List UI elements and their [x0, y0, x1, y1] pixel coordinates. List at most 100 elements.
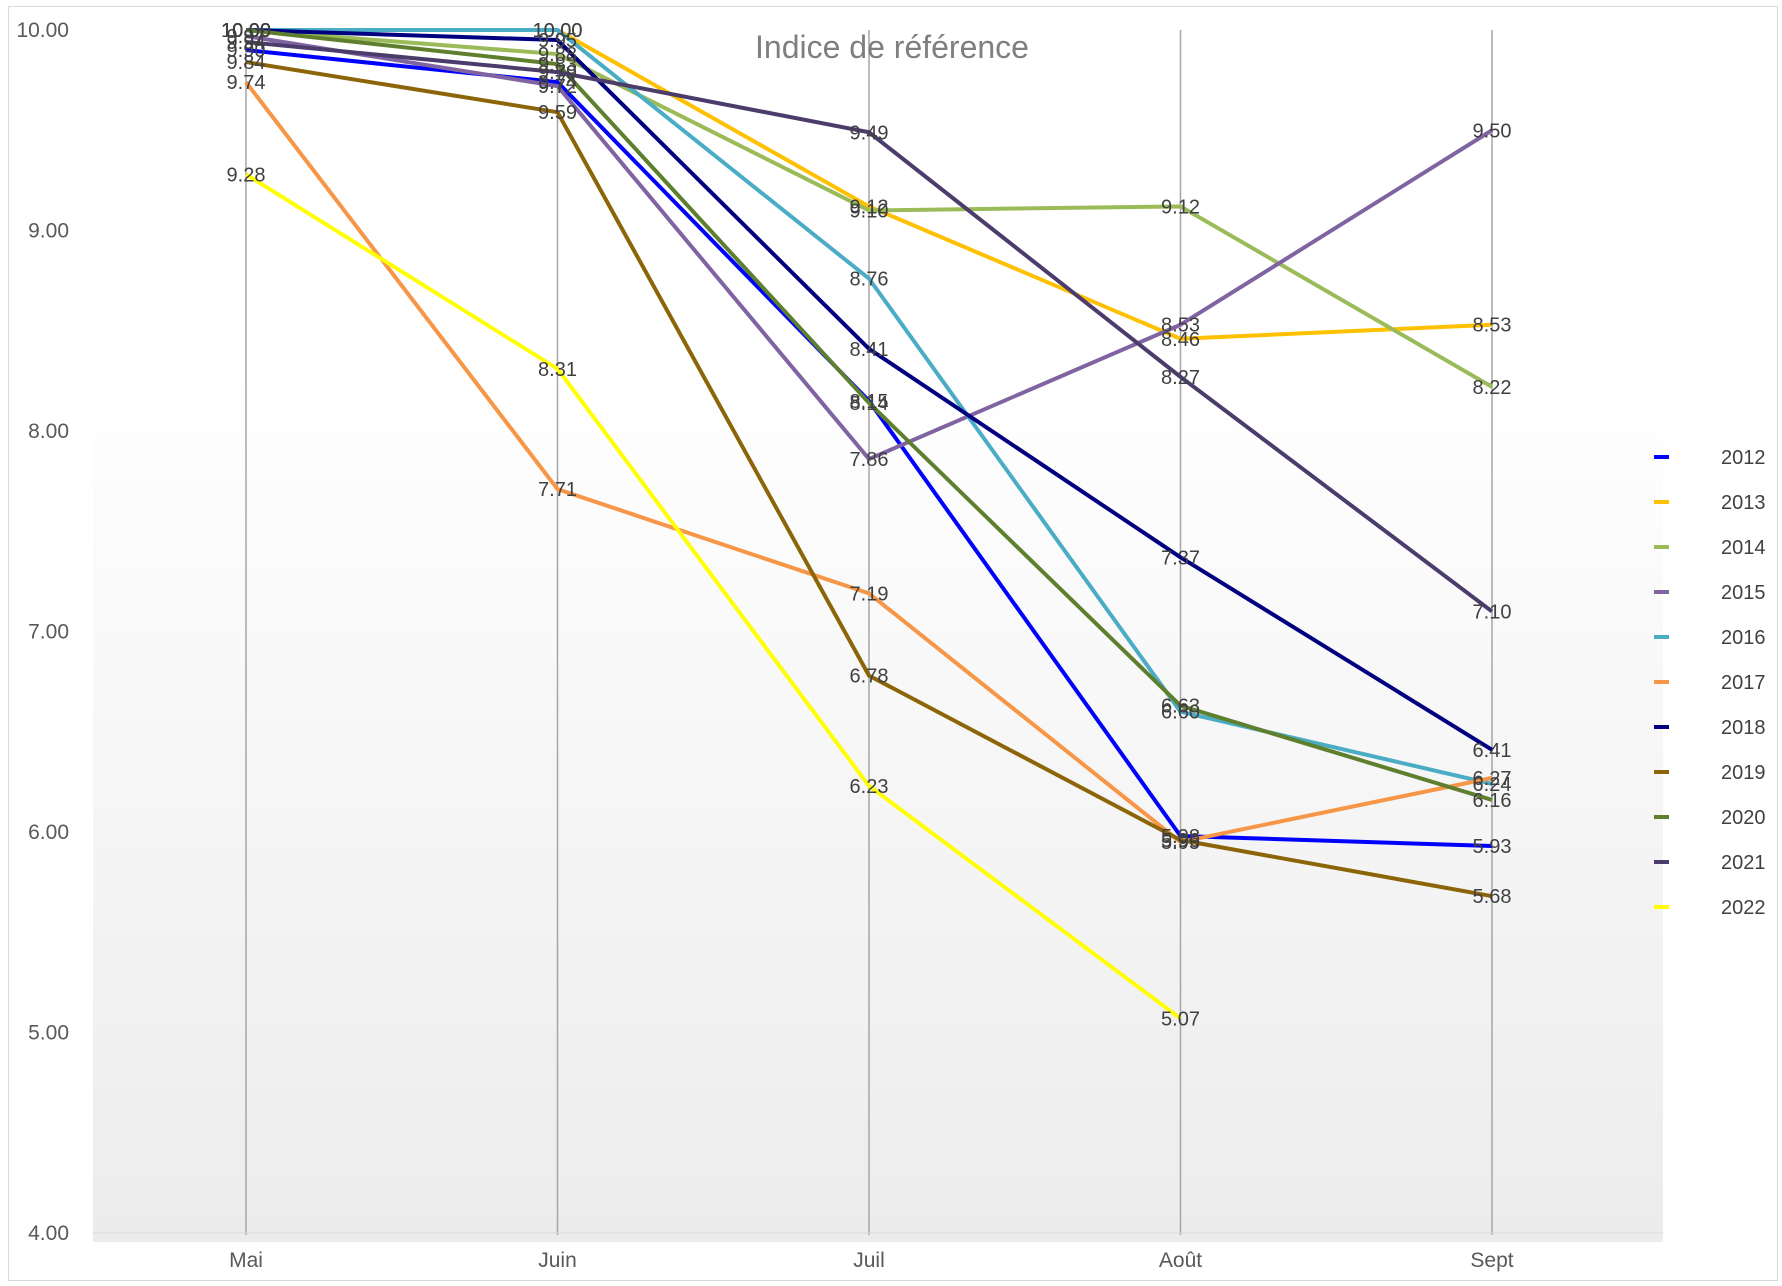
y-tick-label: 5.00 — [28, 1022, 69, 1045]
series-line-2020 — [245, 28, 1493, 802]
data-label: 6.60 — [1161, 702, 1200, 724]
data-label: 6.23 — [850, 776, 889, 798]
x-tick-label: Mai — [229, 1249, 263, 1272]
chart-title: Indice de référence — [755, 29, 1029, 65]
plot-area — [93, 27, 1663, 1242]
data-label: 5.07 — [1161, 1008, 1200, 1030]
legend-label: 2017 — [1721, 672, 1766, 694]
data-label: 7.86 — [850, 449, 889, 471]
legend-label: 2016 — [1721, 627, 1766, 649]
data-label: 8.46 — [1161, 329, 1200, 351]
legend-item-2017[interactable]: 2017 — [1654, 672, 1766, 694]
data-label: 7.71 — [538, 479, 577, 501]
data-label: 9.95 — [538, 30, 577, 52]
data-label: 9.79 — [538, 62, 577, 84]
legend-label: 2012 — [1721, 447, 1766, 469]
legend-item-2021[interactable]: 2021 — [1654, 852, 1766, 874]
series-line-2014 — [245, 28, 1494, 389]
legend-item-2020[interactable]: 2020 — [1654, 807, 1766, 829]
data-label: 5.93 — [1473, 836, 1512, 858]
series-line-2015 — [245, 34, 1494, 462]
x-tick-label: Sept — [1470, 1249, 1513, 1272]
y-axis-tick-labels: 4.00 5.00 6.00 7.00 8.00 9.00 10.00 — [16, 19, 69, 1245]
data-label: 5.95 — [1161, 832, 1200, 854]
data-label: 9.49 — [850, 122, 889, 144]
legend-label: 2021 — [1721, 852, 1766, 874]
data-label: 9.72 — [538, 76, 577, 98]
data-label: 8.53 — [1161, 315, 1200, 337]
legend-label: 2015 — [1721, 582, 1766, 604]
line-chart: 4.00 5.00 6.00 7.00 8.00 9.00 10.00 Mai Juin Jui… — [16, 19, 1766, 1272]
chart-frame: 4.00 5.00 6.00 7.00 8.00 9.00 10.00 Mai Juin Jui… — [8, 6, 1778, 1281]
legend-item-2022[interactable]: 2022 — [1654, 897, 1766, 919]
data-label: 9.12 — [850, 196, 889, 218]
data-label: 9.88 — [538, 44, 577, 66]
data-label: 6.41 — [1473, 740, 1512, 762]
data-label: 9.90 — [227, 40, 266, 62]
y-tick-label: 4.00 — [28, 1222, 69, 1245]
legend-label: 2020 — [1721, 807, 1766, 829]
y-tick-label: 9.00 — [28, 220, 69, 243]
series-line-2019 — [245, 60, 1493, 899]
legend-item-2014[interactable]: 2014 — [1654, 537, 1766, 559]
data-label: 10.00 — [532, 20, 582, 42]
data-label: 10.00 — [532, 20, 582, 42]
data-label: 8.22 — [1473, 377, 1512, 399]
legend-label: 2018 — [1721, 717, 1766, 739]
legend-item-2016[interactable]: 2016 — [1654, 627, 1766, 649]
data-label: 9.59 — [538, 102, 577, 124]
series-line-2017 — [244, 80, 1493, 845]
legend-label: 2019 — [1721, 762, 1766, 784]
legend-label: 2013 — [1721, 492, 1766, 514]
data-label: 6.78 — [850, 666, 889, 688]
data-label: 10.00 — [221, 20, 271, 42]
category-gridlines — [93, 30, 1663, 1235]
data-label: 8.53 — [1473, 315, 1512, 337]
data-label: 6.24 — [1473, 774, 1512, 796]
data-label: 5.68 — [1473, 886, 1512, 908]
legend-item-2018[interactable]: 2018 — [1654, 717, 1766, 739]
data-label: 9.94 — [227, 32, 266, 54]
legend: 2012 2013 2014 2015 2016 2017 2018 2019 2020 2021… — [1654, 447, 1766, 919]
y-tick-label: 8.00 — [28, 420, 69, 443]
legend-item-2012[interactable]: 2012 — [1654, 447, 1766, 469]
legend-item-2019[interactable]: 2019 — [1654, 762, 1766, 784]
data-label: 7.19 — [850, 583, 889, 605]
x-tick-label: Juil — [853, 1249, 885, 1272]
data-label: 9.10 — [850, 200, 889, 222]
data-label: 10.00 — [221, 20, 271, 42]
data-label: 10.00 — [221, 20, 271, 42]
y-tick-label: 10.00 — [16, 19, 69, 42]
data-label: 9.74 — [227, 72, 266, 94]
data-label: 9.83 — [538, 54, 577, 76]
legend-item-2013[interactable]: 2013 — [1654, 492, 1766, 514]
data-label: 8.15 — [850, 391, 889, 413]
data-label: 9.84 — [227, 52, 266, 74]
data-label: 9.74 — [538, 72, 577, 94]
data-label: 8.27 — [1161, 367, 1200, 389]
x-tick-label: Août — [1159, 1249, 1202, 1272]
data-label: 5.96 — [1161, 830, 1200, 852]
data-label: 10.00 — [221, 20, 271, 42]
data-label: 8.41 — [850, 339, 889, 361]
series-line-2022 — [244, 172, 1182, 1021]
data-label: 7.10 — [1473, 601, 1512, 623]
data-label: 7.37 — [1161, 547, 1200, 569]
data-label: 8.31 — [538, 359, 577, 381]
series-line-2021 — [245, 40, 1494, 614]
data-label: 6.63 — [1161, 696, 1200, 718]
series-lines — [244, 28, 1494, 1021]
data-label: 8.76 — [850, 269, 889, 291]
y-tick-label: 7.00 — [28, 621, 69, 644]
data-label: 9.12 — [1161, 196, 1200, 218]
legend-label: 2014 — [1721, 537, 1766, 559]
legend-item-2015[interactable]: 2015 — [1654, 582, 1766, 604]
data-label: 9.50 — [1473, 120, 1512, 142]
data-label: 8.14 — [850, 393, 889, 415]
data-label: 6.27 — [1473, 768, 1512, 790]
data-label: 9.97 — [227, 26, 266, 48]
data-label: 6.16 — [1473, 790, 1512, 812]
data-label: 9.28 — [227, 164, 266, 186]
legend-label: 2022 — [1721, 897, 1766, 919]
